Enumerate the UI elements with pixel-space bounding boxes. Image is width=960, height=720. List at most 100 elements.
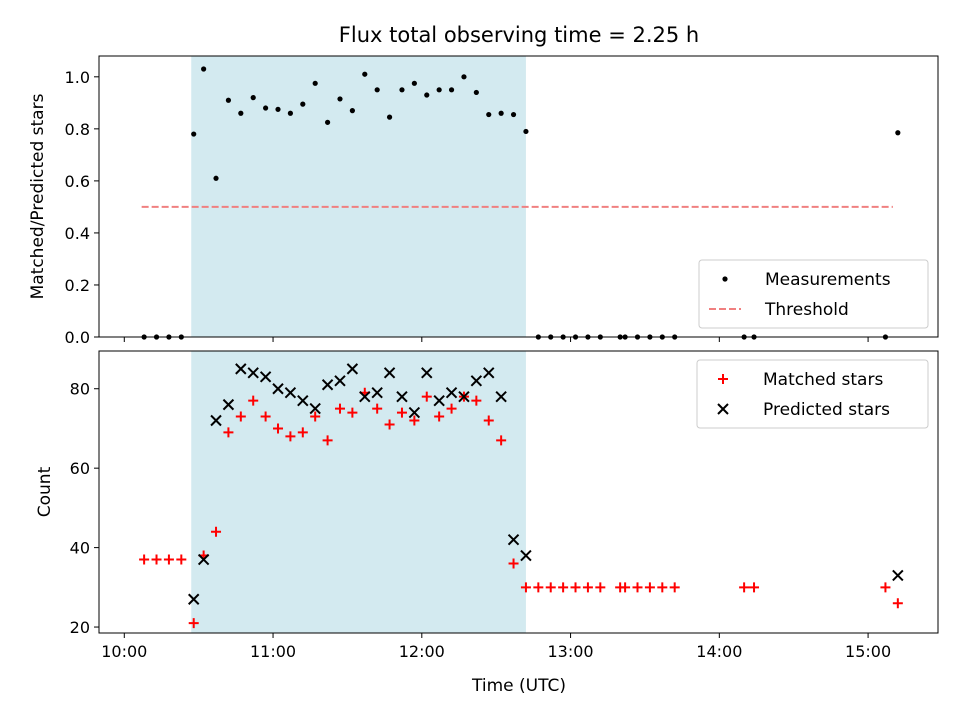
predicted-star-point <box>408 406 421 419</box>
matched-star-point <box>570 582 581 593</box>
predicted-star-point <box>359 390 371 403</box>
predicted-star-point <box>188 593 200 605</box>
chart-title: Flux total observing time = 2.25 h <box>339 23 699 47</box>
y-tick-label: 20 <box>70 618 90 637</box>
bottom-panel-legend: Matched stars Predicted stars <box>696 359 929 429</box>
matched-star-point <box>235 411 246 422</box>
matched-star-point <box>471 395 482 406</box>
measurement-point <box>510 111 517 118</box>
y-tick-label: 40 <box>70 539 90 558</box>
predicted-star-point <box>297 394 309 407</box>
y-tick-label: 0.0 <box>65 328 90 347</box>
predicted-star-point <box>445 386 458 399</box>
bottom-panel-y-ticks: 20 40 60 80 <box>70 380 99 637</box>
predicted-star-point <box>433 394 445 407</box>
predicted-star-point <box>483 367 495 379</box>
predicted-star-point <box>197 553 210 566</box>
measurement-point <box>399 87 405 93</box>
y-tick-label: 80 <box>70 380 90 399</box>
predicted-star-point <box>421 367 433 379</box>
matched-star-point <box>446 403 457 414</box>
matched-star-point <box>310 411 321 422</box>
measurement-point <box>191 131 197 137</box>
matched-star-point <box>434 411 445 422</box>
predicted-star-point <box>321 379 334 391</box>
measurement-point <box>461 74 467 80</box>
matched-star-point <box>632 582 643 593</box>
predicted-star-point <box>259 371 272 383</box>
predicted-star-point <box>520 549 532 562</box>
matched-star-point <box>496 435 507 446</box>
matched-star-point <box>273 423 284 434</box>
legend-label: Predicted stars <box>763 400 890 420</box>
matched-star-point <box>396 407 407 418</box>
measurement-point <box>374 87 380 93</box>
y-tick-label: 0.8 <box>65 120 90 139</box>
bottom-panel-observing-window <box>191 351 526 633</box>
x-tick-label: 10:00 <box>101 642 147 661</box>
matched-star-point <box>260 411 271 422</box>
top-panel-x-ticks <box>123 337 869 342</box>
matched-star-point <box>892 598 903 609</box>
x-tick-label: 13:00 <box>548 642 594 661</box>
matched-star-point <box>558 582 569 593</box>
matched-star-point <box>421 391 432 402</box>
matched-star-point <box>285 431 296 442</box>
predicted-star-point <box>334 375 346 387</box>
matched-star-point <box>644 582 655 593</box>
measurement-point <box>337 96 343 102</box>
y-tick-label: 60 <box>70 459 90 478</box>
measurement-point <box>486 111 492 118</box>
matched-star-point <box>880 582 891 593</box>
predicted-star-point <box>470 375 483 387</box>
measurement-point <box>201 66 207 72</box>
predicted-star-point <box>495 390 507 403</box>
measurement-point <box>287 110 294 116</box>
matched-star-point <box>163 554 174 565</box>
matched-star-point <box>188 618 199 629</box>
matched-star-point <box>409 415 420 426</box>
legend-label: Measurements <box>765 270 891 290</box>
matched-star-point <box>620 582 631 593</box>
y-tick-label: 1.0 <box>65 68 90 87</box>
x-axis-label: Time (UTC) <box>471 676 566 696</box>
x-tick-label: 12:00 <box>399 642 445 661</box>
top-panel-series <box>141 66 901 340</box>
measurement-point <box>473 89 479 96</box>
measurement-point <box>263 105 269 111</box>
predicted-star-point <box>507 533 520 546</box>
matched-star-point <box>297 427 308 438</box>
predicted-star-point <box>235 363 247 375</box>
predicted-star-point <box>284 386 297 399</box>
bottom-panel-x-ticks: 10:00 11:00 12:00 13:00 14:00 15:00 <box>101 633 891 661</box>
measurement-point <box>213 175 219 181</box>
x-tick-label: 14:00 <box>696 642 742 661</box>
predicted-star-point <box>346 363 359 375</box>
measurement-point <box>523 128 529 135</box>
predicted-star-point <box>458 390 470 403</box>
measurement-point <box>424 92 430 98</box>
bottom-panel-frame <box>98 350 939 634</box>
top-panel-y-ticks: 0.0 0.2 0.4 0.6 0.8 1.0 <box>65 68 99 347</box>
matched-star-point <box>211 526 222 537</box>
measurement-point <box>436 87 442 93</box>
measurement-point <box>349 108 355 114</box>
matched-star-point <box>151 554 162 565</box>
measurement-point <box>275 106 281 112</box>
measurement-point <box>411 80 417 86</box>
matched-star-point <box>176 554 187 565</box>
matched-star-point <box>545 582 556 593</box>
matched-star-point <box>483 415 494 426</box>
measurement-point <box>895 130 901 136</box>
matched-star-point <box>322 435 333 446</box>
predicted-star-point <box>396 390 408 403</box>
predicted-star-point <box>272 383 284 395</box>
measurement-point <box>498 110 504 116</box>
legend-label: Matched stars <box>763 370 883 390</box>
predicted-star-point <box>371 386 383 399</box>
bottom-panel-series <box>139 363 904 629</box>
predicted-star-point <box>309 402 321 415</box>
matched-star-point <box>139 554 150 565</box>
